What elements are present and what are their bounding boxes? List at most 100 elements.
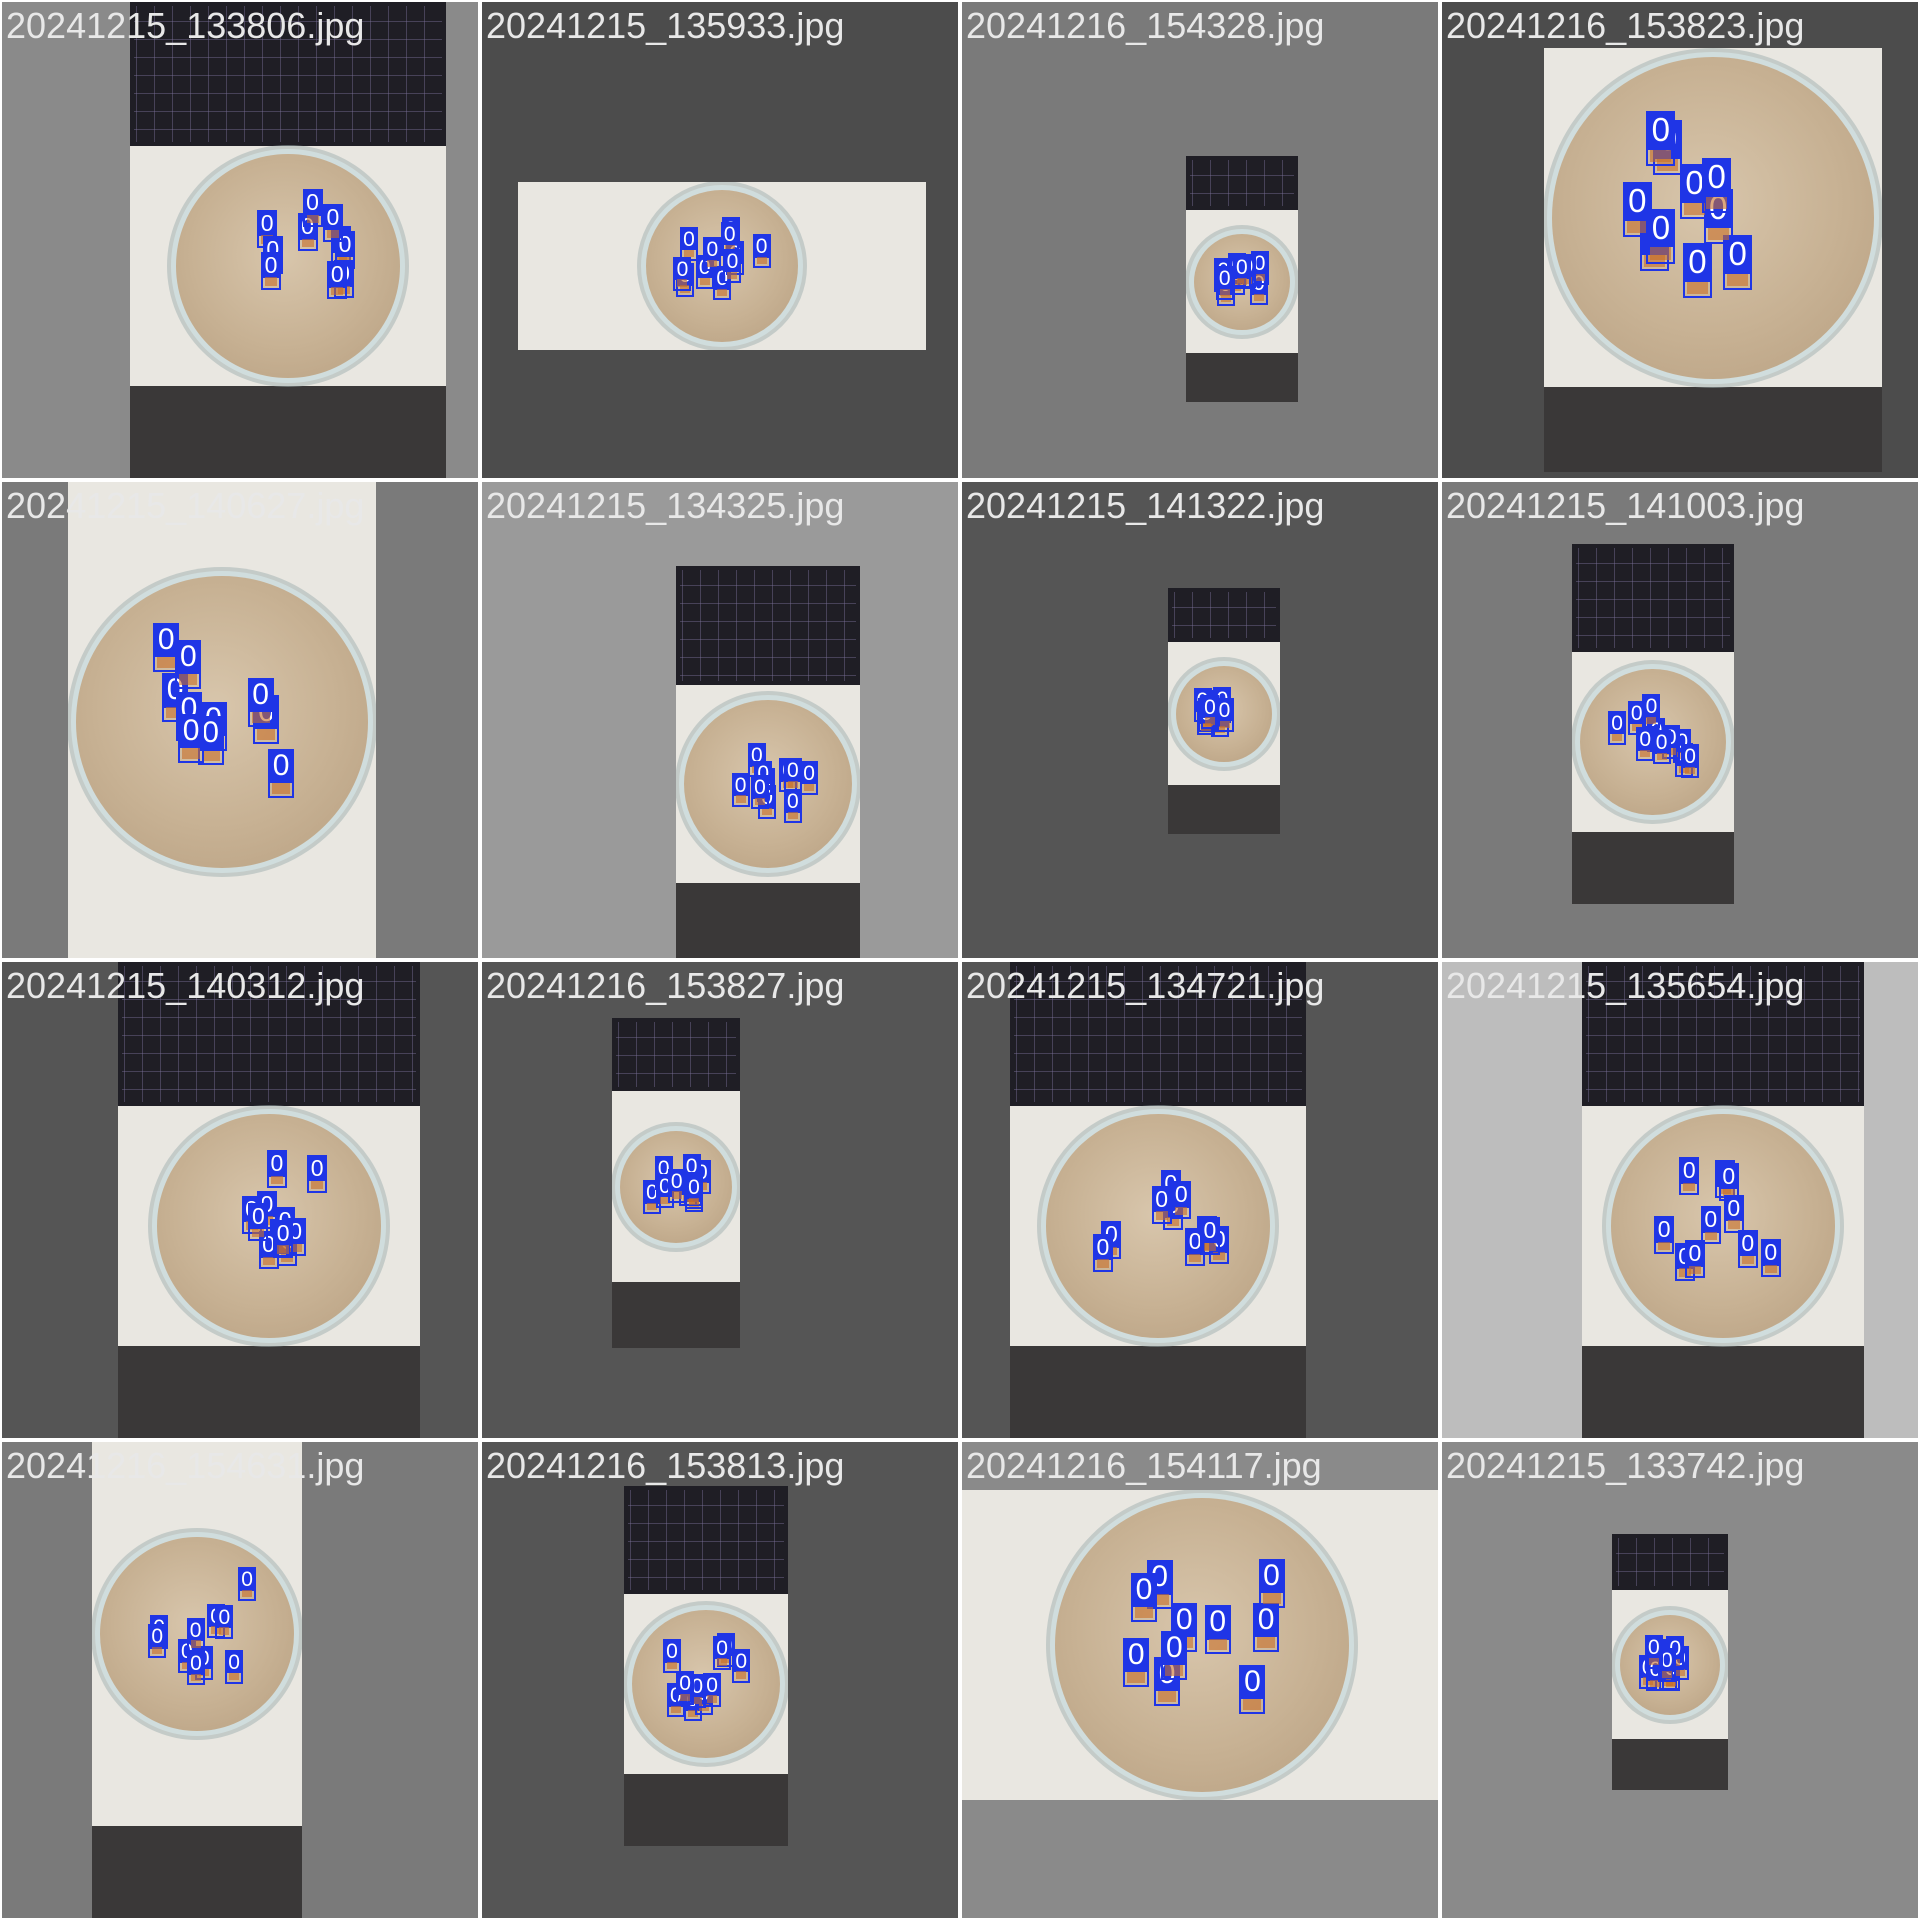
- photo: 0000000000: [1168, 588, 1280, 834]
- class-label: 0: [324, 203, 341, 231]
- detection-box: 0: [1232, 255, 1251, 290]
- class-label: 0: [1644, 694, 1659, 718]
- detection-box: 0: [752, 234, 771, 269]
- image-tile[interactable]: 0000000000 20241215_141003.jpg: [1442, 482, 1918, 958]
- detection-box: 0: [1151, 1185, 1172, 1224]
- class-label: 0: [1681, 1157, 1698, 1184]
- tile-filename: 20241215_135933.jpg: [486, 5, 845, 46]
- photo: 0000000000: [624, 1486, 788, 1846]
- floor-area: [1010, 1346, 1306, 1438]
- class-label: 0: [1260, 1560, 1283, 1594]
- detection-box: 0: [178, 714, 205, 764]
- floor-area: [1168, 785, 1280, 834]
- class-label: 0: [785, 790, 800, 814]
- detection-box: 0: [703, 237, 722, 272]
- image-tile[interactable]: 000000000020241215_133806.jpg: [2, 2, 478, 478]
- detection-box: 0: [713, 1635, 732, 1670]
- class-label: 0: [1255, 1604, 1278, 1638]
- image-tile[interactable]: 000000000020241216_154631.jpg: [2, 1442, 478, 1918]
- image-tile[interactable]: 000000000020241216_153813.jpg: [482, 1442, 958, 1918]
- class-label: 0: [217, 1605, 232, 1629]
- image-tile[interactable]: 0000000000 20241216_153827.jpg: [482, 962, 958, 1438]
- class-label: 0: [329, 261, 346, 288]
- floor-area: [92, 1826, 302, 1918]
- detection-box: 0: [215, 1604, 234, 1639]
- keyboard: [1186, 156, 1298, 210]
- tile-filename: 20241215_140627.jpg: [6, 485, 365, 526]
- petri-dish: [1611, 1114, 1835, 1338]
- image-tile[interactable]: 000000000020241216_154117.jpg: [962, 1442, 1438, 1918]
- class-label: 0: [722, 222, 737, 246]
- class-label: 0: [1201, 1216, 1218, 1244]
- image-tile[interactable]: 0000000000 20241215_133742.jpg: [1442, 1442, 1918, 1918]
- detection-box: 0: [1215, 266, 1234, 301]
- detection-box: 0: [1760, 1239, 1781, 1278]
- tile-filename: 20241216_153827.jpg: [486, 965, 845, 1006]
- detection-box: 0: [1723, 1194, 1744, 1233]
- tile-filename: 20241215_141322.jpg: [966, 485, 1325, 526]
- class-label: 0: [1624, 184, 1650, 221]
- detection-box: 0: [1646, 111, 1676, 167]
- detection-box: 0: [1258, 1559, 1285, 1609]
- class-label: 0: [1648, 210, 1674, 248]
- class-label: 0: [309, 1154, 326, 1182]
- detection-box: 0: [1652, 730, 1671, 765]
- class-label: 0: [1153, 1185, 1170, 1213]
- class-label: 0: [1683, 744, 1698, 768]
- detection-box: 0: [1684, 1240, 1705, 1279]
- image-tile[interactable]: 0000000000 20241215_141322.jpg: [962, 482, 1438, 958]
- class-label: 0: [155, 624, 178, 658]
- photo: 0000000000: [1612, 1534, 1728, 1790]
- tile-filename: 20241215_133742.jpg: [1446, 1445, 1805, 1486]
- detection-box: 0: [1622, 182, 1652, 238]
- class-label: 0: [785, 759, 800, 783]
- class-label: 0: [177, 641, 200, 675]
- detection-box: 0: [703, 1672, 722, 1707]
- class-label: 0: [1648, 113, 1674, 150]
- image-tile[interactable]: 0000000000020241215_140312.jpg: [2, 962, 478, 1438]
- class-label: 0: [1638, 728, 1653, 752]
- petri-dish: [1055, 1498, 1349, 1792]
- class-label: 0: [1684, 245, 1710, 282]
- class-label: 0: [249, 679, 272, 713]
- image-tile[interactable]: 000000000020241215_134721.jpg: [962, 962, 1438, 1438]
- keyboard: [130, 2, 446, 146]
- detection-box: 0: [1123, 1637, 1150, 1687]
- floor-area: [676, 883, 860, 958]
- detection-box: 0: [247, 677, 274, 727]
- class-label: 0: [1762, 1239, 1779, 1266]
- detection-box: 0: [1646, 208, 1676, 264]
- class-label: 0: [1206, 1606, 1229, 1640]
- class-label: 0: [270, 750, 293, 784]
- class-label: 0: [1739, 1229, 1756, 1257]
- detection-box: 0: [750, 774, 769, 809]
- detection-box: 0: [260, 251, 281, 290]
- photo: 0000000000: [68, 482, 376, 958]
- detection-box: 0: [1657, 1648, 1676, 1683]
- image-tile[interactable]: 000000000020241216_153823.jpg: [1442, 2, 1918, 478]
- keyboard: [1582, 962, 1864, 1106]
- image-tile[interactable]: 000000000020241215_135654.jpg: [1442, 962, 1918, 1438]
- detection-box: 0: [1700, 1206, 1721, 1245]
- image-tile[interactable]: 000000000020241215_140627.jpg: [2, 482, 478, 958]
- detection-box: 0: [684, 1175, 703, 1210]
- detection-box: 0: [1681, 743, 1700, 778]
- floor-area: [118, 1346, 420, 1438]
- detection-box: 0: [1627, 700, 1646, 735]
- class-label: 0: [1610, 711, 1625, 735]
- tile-filename: 20241216_153823.jpg: [1446, 5, 1805, 46]
- image-tile[interactable]: 00000000000 20241215_135933.jpg: [482, 2, 958, 478]
- class-label: 0: [1173, 1181, 1190, 1208]
- class-label: 0: [686, 1176, 701, 1200]
- tile-filename: 20241215_140312.jpg: [6, 965, 365, 1006]
- tile-filename: 20241215_133806.jpg: [6, 5, 365, 46]
- detection-box: 0: [186, 1617, 205, 1652]
- photo: 0000000000: [612, 1018, 740, 1348]
- floor-area: [612, 1282, 740, 1348]
- detection-box: 0: [1171, 1181, 1192, 1220]
- petri-dish: [1046, 1114, 1270, 1338]
- class-label: 0: [725, 249, 740, 273]
- image-tile[interactable]: 0000000000 20241215_134325.jpg: [482, 482, 958, 958]
